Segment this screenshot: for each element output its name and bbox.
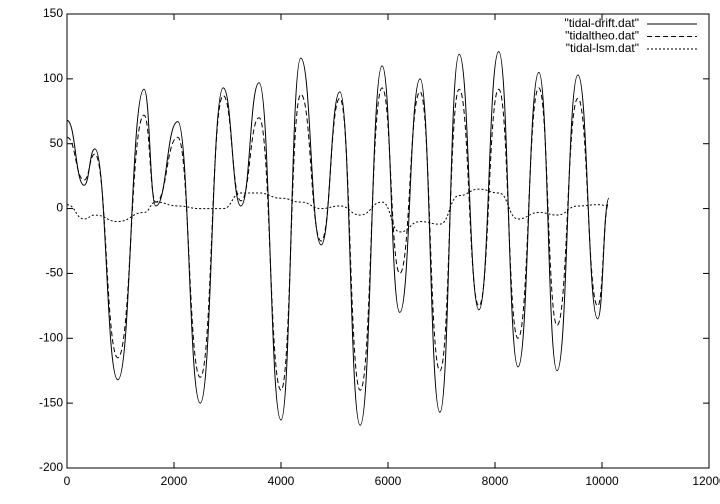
- y-tick-label: -50: [46, 266, 64, 280]
- y-tick-label: 100: [43, 71, 63, 85]
- x-tick-label: 6000: [375, 474, 402, 488]
- x-tick-label: 2000: [161, 474, 188, 488]
- plot-frame: [66, 13, 710, 469]
- x-tick-label: 8000: [482, 474, 509, 488]
- x-tick-label: 4000: [268, 474, 295, 488]
- y-tick-label: 50: [50, 136, 64, 150]
- y-tick-label: -150: [39, 395, 63, 409]
- x-tick-label: 10000: [585, 474, 619, 488]
- legend-label: "tidal-drift.dat": [564, 16, 639, 30]
- legend-label: "tidaltheo.dat": [565, 29, 639, 43]
- x-tick-label: 12000: [692, 474, 720, 488]
- x-tick-label: 0: [64, 474, 71, 488]
- legend-label: "tidal-lsm.dat": [566, 41, 639, 55]
- y-tick-label: 150: [43, 6, 63, 20]
- y-tick-label: -200: [39, 460, 63, 474]
- series-line: [66, 87, 610, 391]
- y-tick-label: 0: [56, 201, 63, 215]
- series-line: [66, 51, 610, 426]
- y-tick-label: -100: [39, 330, 63, 344]
